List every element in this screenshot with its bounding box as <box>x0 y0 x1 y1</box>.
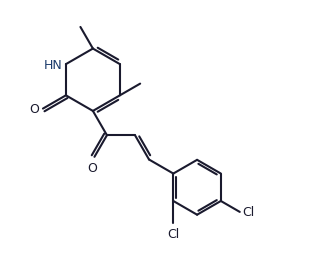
Text: HN: HN <box>43 58 62 71</box>
Text: Cl: Cl <box>167 227 180 240</box>
Text: O: O <box>87 161 97 174</box>
Text: Cl: Cl <box>242 205 255 218</box>
Text: O: O <box>29 103 39 116</box>
